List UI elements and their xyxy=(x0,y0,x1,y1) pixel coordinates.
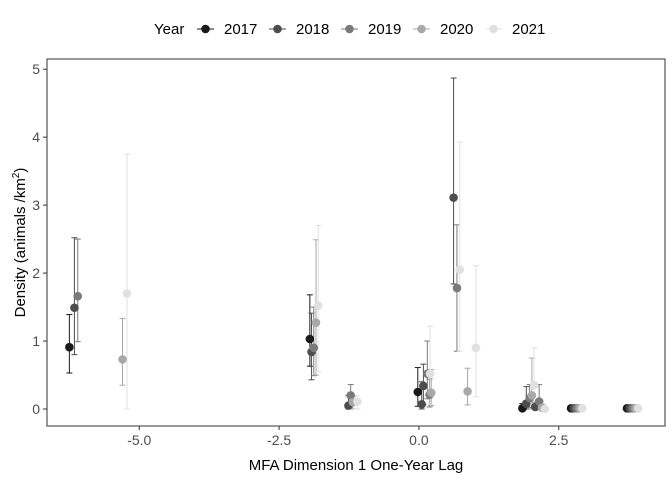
y-axis-title-main: Density (animals /km xyxy=(12,178,29,317)
y-tick-label: 1 xyxy=(32,333,40,349)
legend-entry-2020: 2020 xyxy=(413,21,473,38)
x-axis-title: MFA Dimension 1 One-Year Lag xyxy=(249,457,464,474)
legend-label: 2019 xyxy=(368,21,401,38)
x-tick-label: 0.0 xyxy=(409,432,429,448)
point-2020 xyxy=(527,391,537,400)
point-2021 xyxy=(529,380,539,390)
y-axis: 0 1 2 3 4 5 xyxy=(32,61,47,417)
point-2017 xyxy=(413,387,423,397)
y-tick-label: 2 xyxy=(32,265,40,281)
error-bar-2020 xyxy=(119,318,126,386)
legend-key-point xyxy=(201,24,210,34)
y-tick-label: 5 xyxy=(32,61,40,77)
point-2018 xyxy=(449,193,458,202)
legend: Year 2017 2018 2019 2020 2021 xyxy=(154,21,545,38)
point-2020 xyxy=(426,388,436,397)
point-2019 xyxy=(309,343,319,353)
point-2019 xyxy=(452,283,462,293)
legend-key-point xyxy=(417,24,426,34)
error-bar-2021 xyxy=(456,141,463,352)
y-tick-label: 4 xyxy=(32,129,40,145)
point-2021 xyxy=(455,265,465,274)
legend-entry-2021: 2021 xyxy=(485,21,545,38)
error-bars xyxy=(66,77,642,410)
plot-panel xyxy=(46,58,666,427)
y-axis-title-close: ) xyxy=(12,168,29,173)
point-2017 xyxy=(305,334,315,344)
point-2021 xyxy=(577,404,587,413)
x-tick-label: -2.5 xyxy=(267,432,291,448)
y-axis-title: Density (animals /km2) xyxy=(11,168,29,318)
point-2018 xyxy=(417,399,427,409)
legend-entry-2017: 2017 xyxy=(197,21,257,38)
x-tick-label: 2.5 xyxy=(549,432,569,448)
error-bar-2018 xyxy=(450,77,457,285)
point-2021 xyxy=(122,289,132,298)
point-2020 xyxy=(118,355,127,364)
point-2017 xyxy=(65,342,74,352)
point-2018 xyxy=(70,303,79,313)
data-points xyxy=(65,193,643,414)
legend-label: 2020 xyxy=(440,21,473,38)
point-2019 xyxy=(73,291,83,301)
error-bar-2021 xyxy=(472,265,479,398)
point-2020 xyxy=(311,318,321,327)
x-axis: -5.0 -2.5 0.0 2.5 xyxy=(127,426,569,448)
y-tick-label: 3 xyxy=(32,197,40,213)
error-bar-2020 xyxy=(464,367,471,406)
point-2021 xyxy=(425,369,435,378)
point-2018 xyxy=(419,381,428,391)
x-tick-label: -5.0 xyxy=(127,432,151,448)
error-bar-2019 xyxy=(74,238,81,343)
point-2019 xyxy=(346,391,355,400)
legend-key-point xyxy=(345,24,354,34)
legend-entry-2018: 2018 xyxy=(269,21,329,38)
legend-key-point xyxy=(489,24,498,34)
y-tick-label: 0 xyxy=(32,401,40,417)
legend-label: 2018 xyxy=(296,21,329,38)
error-bar-2021 xyxy=(123,153,130,410)
legend-label: 2021 xyxy=(512,21,545,38)
legend-entry-2019: 2019 xyxy=(341,21,401,38)
legend-title: Year xyxy=(154,21,184,38)
legend-key-point xyxy=(273,24,282,34)
point-2021 xyxy=(633,404,643,413)
legend-label: 2017 xyxy=(224,21,257,38)
point-2021 xyxy=(353,397,362,406)
point-2021 xyxy=(313,301,323,311)
point-2021 xyxy=(471,343,481,353)
point-2021 xyxy=(540,404,550,414)
y-axis-title-superscript: 2 xyxy=(11,172,22,178)
error-bar-2021 xyxy=(315,225,322,373)
point-2020 xyxy=(463,387,472,396)
